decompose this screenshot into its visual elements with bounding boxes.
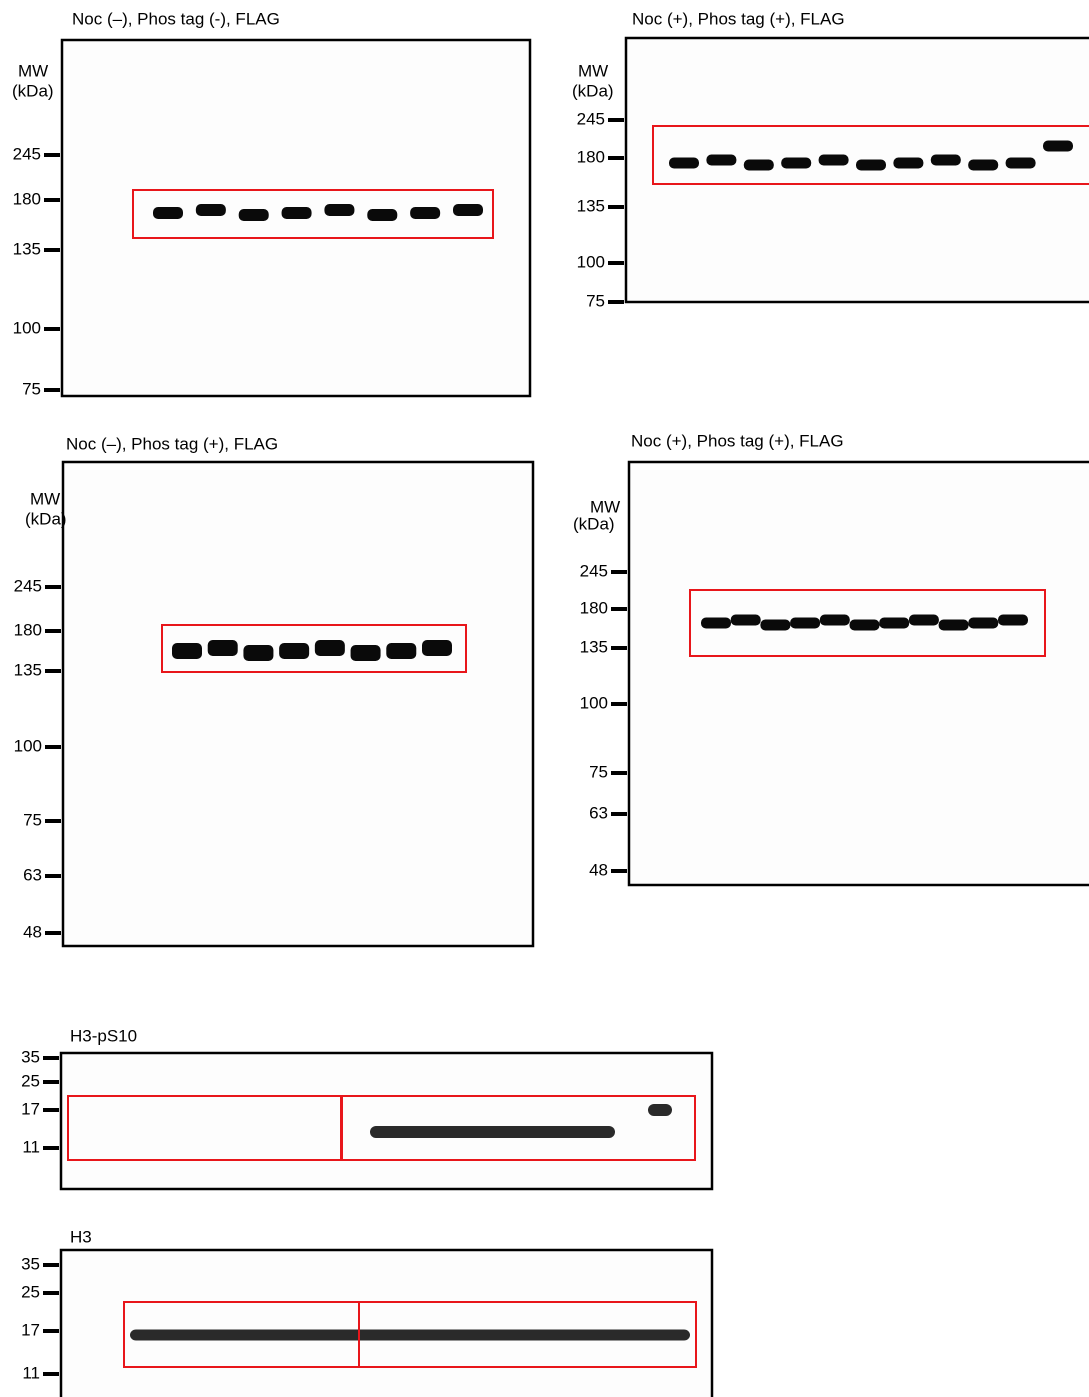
marker-label: 135 <box>580 637 608 656</box>
band <box>315 640 345 656</box>
marker-label: 75 <box>589 762 608 781</box>
panel-title: Noc (+), Phos tag (+), FLAG <box>632 9 845 28</box>
marker-label: 180 <box>13 189 41 208</box>
band <box>386 643 416 659</box>
marker-label: 180 <box>580 598 608 617</box>
band-smear <box>648 1104 672 1116</box>
blot-panel: Noc (+), Phos tag (+), FLAGMW(kDa)245180… <box>573 431 1089 885</box>
band-smear <box>130 1330 690 1341</box>
marker-label: 245 <box>13 144 41 163</box>
band <box>367 209 397 221</box>
marker-label: 48 <box>23 922 42 941</box>
band <box>781 158 811 169</box>
marker-label: 11 <box>22 1137 40 1156</box>
marker-label: 17 <box>21 1099 40 1118</box>
marker-label: 35 <box>21 1254 40 1273</box>
marker-label: 245 <box>577 109 605 128</box>
marker-label: 17 <box>21 1320 40 1339</box>
marker-label: 48 <box>589 860 608 879</box>
band <box>196 204 226 216</box>
band <box>701 618 731 629</box>
mw-label: MW <box>30 489 60 508</box>
blot-panel: Noc (+), Phos tag (+), FLAG MW(kDa) 245 180… <box>572 9 1089 310</box>
band <box>819 155 849 166</box>
blot-panel: H3 35 25 17 11 <box>21 1227 712 1397</box>
band <box>279 643 309 659</box>
marker-label: 100 <box>14 736 42 755</box>
marker-label: 63 <box>23 865 42 884</box>
marker-label: 11 <box>22 1363 40 1382</box>
marker-label: 180 <box>577 147 605 166</box>
mw-label: MW <box>578 61 608 80</box>
band <box>939 620 969 631</box>
unit-label: (kDa) <box>25 509 67 528</box>
page: {"panels": [ {"title": "Noc (–), Phos ta… <box>0 0 1089 1397</box>
band <box>879 618 909 629</box>
marker-label: 100 <box>577 252 605 271</box>
band <box>172 643 202 659</box>
mw-label: MW <box>18 61 48 80</box>
marker-label: 63 <box>589 803 608 822</box>
band <box>1006 158 1036 169</box>
band <box>243 645 273 661</box>
band <box>931 155 961 166</box>
band <box>351 645 381 661</box>
band <box>856 160 886 171</box>
panel-title: H3 <box>70 1227 92 1246</box>
marker-label: 135 <box>13 239 41 258</box>
blot-panel: H3-pS10 35 25 17 11 <box>21 1026 712 1189</box>
marker-label: 180 <box>14 620 42 639</box>
unit-label: (kDa) <box>12 81 54 100</box>
band <box>820 615 850 626</box>
band <box>669 158 699 169</box>
marker-label: 75 <box>586 291 605 310</box>
band <box>790 618 820 629</box>
marker-label: 75 <box>22 379 41 398</box>
marker-label: 245 <box>14 576 42 595</box>
band <box>453 204 483 216</box>
blot-panel: Noc (–), Phos tag (-), FLAG MW(kDa) 245 180… <box>12 9 530 398</box>
blot-frame <box>629 462 1089 885</box>
band <box>410 207 440 219</box>
band-smear <box>370 1126 615 1138</box>
panel-title: Noc (–), Phos tag (+), FLAG <box>66 434 278 453</box>
band <box>282 207 312 219</box>
band <box>422 640 452 656</box>
marker-label: 100 <box>13 318 41 337</box>
figure: Noc (–), Phos tag (-), FLAGMW(kDa)245180… <box>0 0 1089 1397</box>
band <box>850 620 880 631</box>
marker-label: 75 <box>23 810 42 829</box>
unit-label: (kDa) <box>572 81 614 100</box>
panel-title: H3-pS10 <box>70 1026 137 1045</box>
marker-label: 100 <box>580 693 608 712</box>
band <box>893 158 923 169</box>
band <box>968 618 998 629</box>
band <box>744 160 774 171</box>
marker-label: 135 <box>14 660 42 679</box>
band <box>208 640 238 656</box>
band <box>998 615 1028 626</box>
band <box>706 155 736 166</box>
blot-frame <box>63 462 533 946</box>
band <box>324 204 354 216</box>
blot-frame <box>626 38 1089 302</box>
band <box>153 207 183 219</box>
blot-panel: Noc (–), Phos tag (+), FLAG MW(kDa) 245 180… <box>14 434 533 946</box>
marker-label: 135 <box>577 196 605 215</box>
blot-frame <box>61 1053 712 1189</box>
unit-label: (kDa) <box>573 514 615 533</box>
band <box>909 615 939 626</box>
marker-label: 245 <box>580 561 608 580</box>
marker-label: 25 <box>21 1071 40 1090</box>
band <box>760 620 790 631</box>
blot-frame <box>61 1250 712 1397</box>
band <box>1043 141 1073 152</box>
band <box>968 160 998 171</box>
band <box>731 615 761 626</box>
panel-title: Noc (+), Phos tag (+), FLAG <box>631 431 844 450</box>
marker-label: 25 <box>21 1282 40 1301</box>
band <box>239 209 269 221</box>
marker-label: 35 <box>21 1047 40 1066</box>
panel-title: Noc (–), Phos tag (-), FLAG <box>72 9 280 28</box>
